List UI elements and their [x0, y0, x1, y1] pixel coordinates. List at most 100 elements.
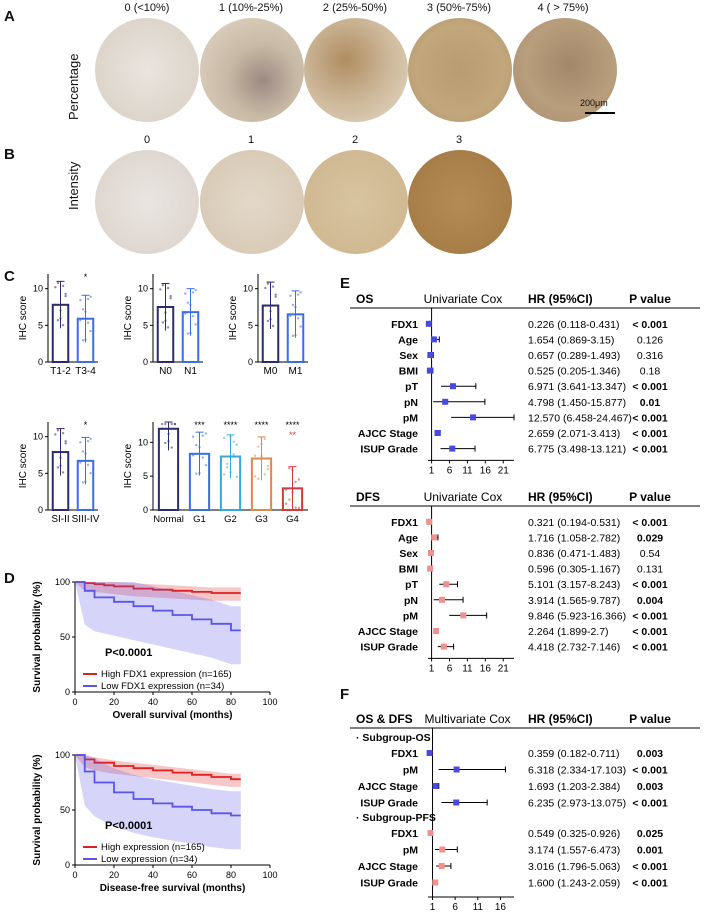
- d-xtick-label-0-0: 0: [72, 697, 77, 707]
- c-dot-3-1-0: [79, 441, 82, 444]
- e-os-hr-7: 2.659 (2.071-3.413): [528, 428, 620, 440]
- c-dot-4-3-5: [253, 475, 257, 478]
- c-dot-2-0-3: [271, 324, 275, 328]
- f-row-label-5: pM: [403, 845, 418, 857]
- e-dfs-xtick-label-1: 6: [447, 663, 453, 674]
- f-hr-3: 6.235 (2.973-13.075): [528, 798, 626, 810]
- e-dfs-p-4: < 0.001: [632, 579, 667, 591]
- c-dot-4-2-1: [226, 466, 229, 469]
- c-dot-3-0-6: [56, 466, 60, 469]
- c-dot-1-1-0: [184, 292, 187, 295]
- c-dot-4-0-9: [173, 422, 177, 426]
- c-dot-0-1-1: [81, 308, 85, 311]
- c-dot-4-1-6: [195, 472, 198, 475]
- e-os-row-label-2: Sex: [399, 350, 418, 362]
- panel-c-bar-charts: 0 5 10 IHC score T1-2 T3-4 * 0 5 10 IHC score N0 N1 0…: [18, 272, 308, 525]
- d-legend-high-0: High FDX1 expression (n=165): [101, 669, 232, 680]
- e-os-hr-6: 12.570 (6.458-24.467): [528, 412, 632, 424]
- e-os-row-label-3: BMI: [399, 366, 418, 378]
- c-ylabel-0: IHC score: [18, 295, 29, 340]
- e-os-xtick-label-0: 1: [429, 465, 435, 476]
- c-xlabel-4-1: G1: [193, 514, 206, 525]
- c-sig-4-4: ****: [285, 420, 300, 430]
- c-dot-4-0-0: [160, 427, 164, 430]
- e-os-hr-3: 0.525 (0.205-1.346): [528, 366, 620, 378]
- c-dot-2-1-9: [299, 325, 302, 328]
- c-dot-4-1-3: [201, 456, 204, 459]
- header-a-2: 2 (25%-50%): [322, 2, 388, 14]
- c-dot-4-4-4: [297, 506, 301, 510]
- d-xtick-label-1-1: 20: [109, 870, 119, 880]
- e-dfs-p-3: 0.131: [637, 564, 663, 576]
- panel-letter-d: D: [4, 570, 15, 587]
- c-xlabel-0-1: T3-4: [75, 366, 96, 377]
- panel-letter-e: E: [340, 275, 351, 292]
- c-ytick-label-1-0: 0: [143, 357, 148, 367]
- panel-d-survival-curves: 0 20 40 60 80 100 0 50 100 Overall survival (mont…: [32, 577, 278, 894]
- c-dot-3-1-4: [89, 437, 92, 441]
- c-dot-0-0-4: [64, 292, 67, 296]
- e-dfs-p-1: 0.029: [637, 532, 663, 544]
- e-os-hr-1: 1.654 (0.869-3.15): [528, 334, 614, 346]
- c-dot-2-1-6: [291, 334, 295, 338]
- e-os-row-label-1: Age: [398, 334, 418, 346]
- e-dfs-marker-0: [426, 518, 433, 525]
- header-b-1: 1: [247, 134, 255, 146]
- e-dfs-p-header: P value: [629, 490, 671, 504]
- e-dfs-xtick-label-4: 21: [498, 663, 510, 674]
- e-os-p-8: < 0.001: [632, 444, 667, 456]
- panel-letter-a: A: [4, 8, 15, 25]
- e-os-xtick-label-3: 16: [480, 465, 492, 476]
- c-dot-4-4-5: [284, 488, 288, 491]
- e-dfs-p-7: < 0.001: [632, 626, 667, 638]
- e-os-p-2: 0.316: [637, 350, 663, 362]
- c-ytick-label-2-2: 10: [243, 284, 253, 294]
- f-row-label-2: AJCC Stage: [358, 781, 418, 793]
- tissue-core-b0: [95, 150, 199, 254]
- c-xlabel-4-3: G3: [255, 514, 268, 525]
- c-dot-4-2-4: [235, 443, 239, 446]
- f-marker-4: [427, 830, 434, 836]
- f-p-6: < 0.001: [632, 861, 667, 873]
- c-ytick-label-0-0: 0: [38, 357, 43, 367]
- c-dot-4-4-3: [294, 480, 297, 484]
- c-ytick-label-1-2: 10: [138, 284, 148, 294]
- d-xtick-label-1-5: 100: [262, 870, 277, 880]
- c-dot-2-1-4: [299, 291, 302, 294]
- c-ytick-label-3-0: 0: [38, 505, 43, 515]
- f-marker-7: [432, 879, 439, 886]
- d-km-curve-1-1: [75, 754, 241, 817]
- f-p-3: < 0.001: [632, 798, 667, 810]
- header-a-1: 1 (10%-25%): [218, 2, 284, 14]
- d-xtick-label-0-3: 60: [187, 697, 197, 707]
- f-xtick-label-0: 1: [430, 902, 436, 913]
- c-dot-0-1-3: [86, 321, 90, 324]
- d-xtick-label-1-4: 80: [226, 870, 236, 880]
- c-dot-0-0-3: [61, 323, 65, 327]
- e-os-row-label-7: AJCC Stage: [358, 428, 418, 440]
- c-sig-4-2: ****: [223, 420, 238, 430]
- f-marker-3: [453, 799, 460, 806]
- c-dot-2-0-9: [274, 295, 277, 299]
- e-os-p-3: 0.18: [640, 366, 661, 378]
- c-xlabel-0-0: T1-2: [50, 366, 71, 377]
- c-dot-1-0-3: [166, 326, 170, 329]
- e-dfs-row-label-2: Sex: [399, 548, 418, 560]
- c-xlabel-2-0: M0: [264, 366, 278, 377]
- e-os-marker-0: [425, 320, 432, 327]
- c-xlabel-2-1: M1: [289, 366, 303, 377]
- c-dot-4-0-8: [170, 422, 173, 426]
- e-os-row-label-0: FDX1: [391, 319, 418, 331]
- e-os-hr-2: 0.657 (0.289-1.493): [528, 350, 620, 362]
- e-dfs-marker-2: [427, 550, 434, 556]
- f-marker-2: [432, 783, 439, 789]
- c-dot-1-0-8: [166, 286, 170, 290]
- e-os-p-1: 0.126: [637, 334, 663, 346]
- e-dfs-hr-7: 2.264 (1.899-2.7): [528, 626, 609, 638]
- e-dfs-marker-8: [440, 643, 447, 650]
- header-a-0: 0 (<10%): [124, 2, 170, 14]
- e-dfs-marker-6: [460, 612, 467, 619]
- c-ylabel-3: IHC score: [18, 443, 29, 488]
- c-dot-0-0-8: [61, 284, 65, 288]
- e-dfs-title: DFS: [356, 490, 380, 504]
